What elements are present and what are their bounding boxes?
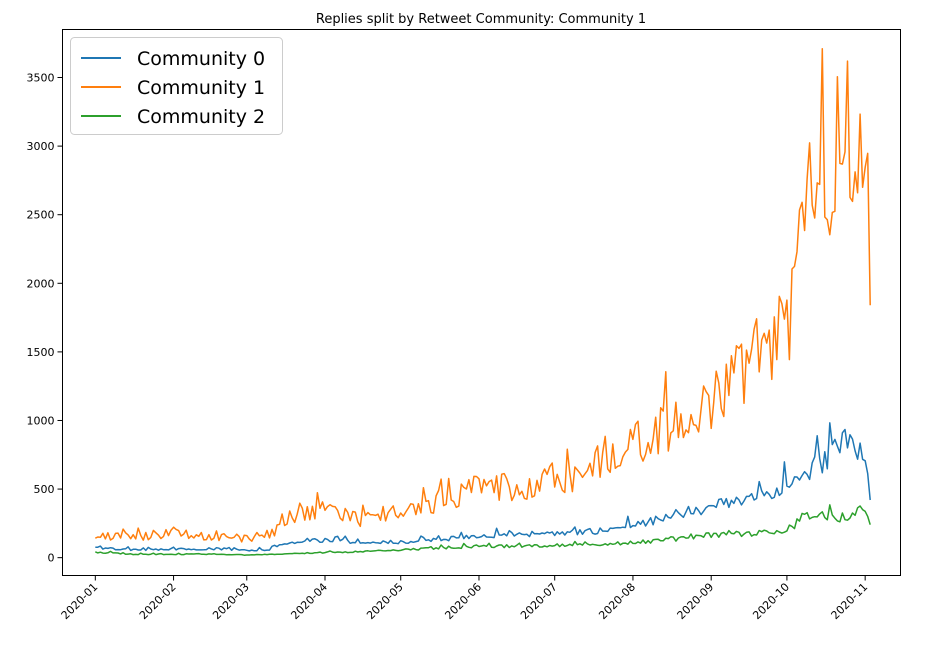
y-tick-label: 2500: [27, 209, 55, 222]
legend-label: Community 1: [137, 77, 265, 99]
series-line-community-0: [95, 422, 871, 552]
chart-title: Replies split by Retweet Community: Comm…: [316, 12, 646, 27]
y-tick-label: 3000: [27, 140, 55, 153]
plot-lines: [94, 48, 871, 556]
y-tick-label: 1000: [27, 414, 55, 427]
y-tick-label: 1500: [27, 346, 55, 359]
series-line-community-2: [94, 504, 871, 556]
y-tick-label: 3500: [27, 72, 55, 85]
x-tick-label: 2020-03: [210, 580, 252, 622]
x-tick-label: 2020-07: [518, 580, 560, 622]
y-tick-label: 0: [48, 552, 55, 565]
x-tick-label: 2020-10: [750, 580, 792, 622]
x-axis: 2020-01 2020-02 2020-03 2020-04 2020-05 2020-…: [59, 575, 871, 622]
x-tick-label: 2020-08: [596, 580, 638, 622]
legend-box: [70, 37, 283, 135]
y-tick-label: 500: [34, 483, 55, 496]
y-tick-label: 2000: [27, 277, 55, 290]
x-tick-label: 2020-04: [288, 580, 330, 622]
x-tick-label: 2020-06: [442, 580, 484, 622]
y-axis: 0 500 1000 1500 2000 2500 3000 3500: [27, 72, 63, 565]
legend: Community 0 Community 1 Community 2: [70, 37, 283, 135]
plot-frame: [62, 29, 901, 576]
x-tick-label: 2020-01: [59, 580, 101, 622]
x-tick-label: 2020-02: [137, 580, 179, 622]
x-tick-label: 2020-09: [675, 580, 717, 622]
x-tick-label: 2020-11: [829, 580, 871, 622]
series-line-community-1: [94, 48, 871, 543]
legend-label: Community 2: [137, 106, 265, 128]
legend-label: Community 0: [137, 48, 265, 70]
x-tick-label: 2020-05: [364, 580, 406, 622]
